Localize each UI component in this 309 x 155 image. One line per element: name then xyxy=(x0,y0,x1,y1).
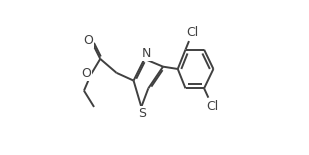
Text: O: O xyxy=(81,67,91,80)
Text: S: S xyxy=(138,107,146,120)
Text: Cl: Cl xyxy=(206,100,219,113)
Text: Cl: Cl xyxy=(186,26,199,39)
Text: N: N xyxy=(142,46,151,60)
Text: O: O xyxy=(83,34,93,47)
